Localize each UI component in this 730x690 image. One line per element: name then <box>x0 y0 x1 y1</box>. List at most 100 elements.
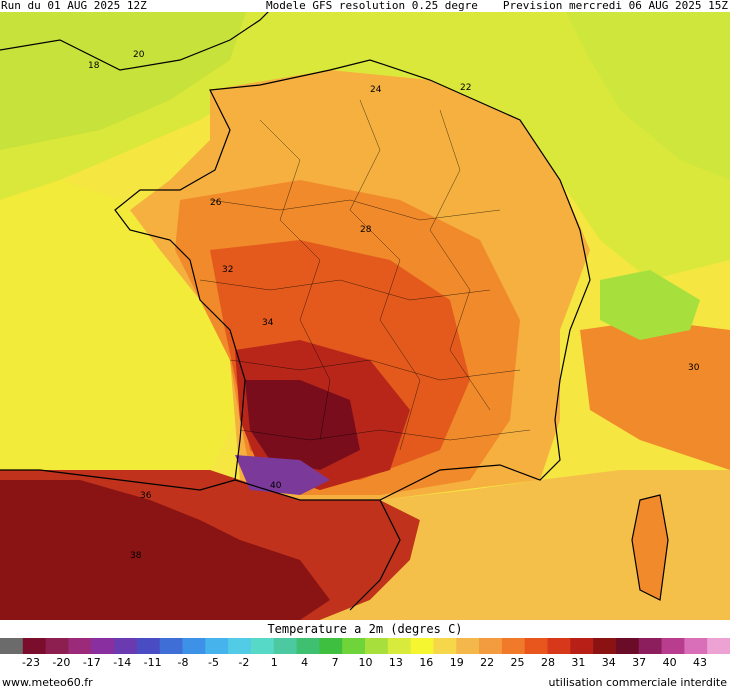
site-credit: www.meteo60.fr <box>2 676 93 689</box>
colorbar-tick-label: -11 <box>143 656 162 669</box>
forecast-label: Prevision mercredi 06 AUG 2025 15Z <box>502 0 728 12</box>
colorbar-swatch <box>433 638 457 654</box>
contour-label: 32 <box>222 265 233 275</box>
colorbar-swatch <box>273 638 298 654</box>
cool-zone-uk <box>0 0 250 150</box>
temperature-map: 18 20 22 24 26 28 30 32 34 36 38 40 <box>0 0 730 620</box>
border-line <box>349 99 421 451</box>
colorbar-swatch <box>342 638 366 654</box>
contour-label: 24 <box>370 85 382 95</box>
contour-label: 38 <box>130 551 142 561</box>
colorbar-swatch <box>410 638 434 654</box>
model-label: Modele GFS resolution 0.25 degre <box>266 0 478 12</box>
colorbar-tick-label: -5 <box>207 656 219 669</box>
border-line <box>429 109 491 411</box>
colorbar-swatch <box>250 638 275 654</box>
colorbar <box>0 638 730 654</box>
colorbar-tick-label: 19 <box>449 656 464 669</box>
italy-hot-zone <box>580 320 730 470</box>
corsica-outline <box>631 494 669 601</box>
contour-label: 28 <box>360 225 372 235</box>
colorbar-swatch <box>0 638 24 654</box>
peak-zone <box>245 380 360 470</box>
corsica <box>632 495 668 600</box>
colorbar-swatch <box>524 638 548 654</box>
spain-east-coast <box>349 499 401 611</box>
border-line <box>209 199 501 221</box>
colorbar-swatch <box>319 638 343 654</box>
colorbar-swatch <box>296 638 320 654</box>
colorbar-tick-label: 22 <box>480 656 495 669</box>
department-borders <box>199 99 531 451</box>
colorbar-swatch <box>456 638 480 654</box>
run-label: Run du 01 AUG 2025 12Z <box>1 0 147 12</box>
colorbar-swatch <box>684 638 708 654</box>
colorbar-swatch <box>136 638 161 654</box>
colorbar-tick-label: -14 <box>113 656 132 669</box>
colorbar-swatch <box>479 638 503 654</box>
spain-north-coast <box>0 469 236 491</box>
colorbar-swatch <box>159 638 183 654</box>
border-line <box>199 279 491 301</box>
contour-label: 36 <box>140 491 152 501</box>
border-line <box>229 359 521 381</box>
contour-label: 30 <box>688 363 700 373</box>
contour-label: 18 <box>88 61 100 71</box>
border-line <box>259 119 331 441</box>
colorbar-swatch <box>387 638 412 654</box>
colorbar-tick-label: 13 <box>388 656 403 669</box>
contour-labels: 18 20 22 24 26 28 30 32 34 36 38 40 <box>88 50 700 561</box>
colorbar-tick-label: -8 <box>177 656 189 669</box>
uk-south-coast <box>0 0 281 71</box>
colorbar-swatch <box>91 638 115 654</box>
colorbar-tick-label: 7 <box>331 656 339 669</box>
colorbar-tick-label: 31 <box>571 656 586 669</box>
colorbar-tick-label: 16 <box>419 656 434 669</box>
colorbar-swatch <box>593 638 617 654</box>
colorbar-tick-label: 37 <box>632 656 647 669</box>
colorbar-ticks: -23 -20 -17 -14 -11 -8 -5 -2 1 4 7 10 13 16 19 22 25 28 31… <box>0 656 730 674</box>
colorbar-tick-label: -23 <box>22 656 40 669</box>
iberia-peak-zone <box>0 480 330 620</box>
colorbar-swatch <box>22 638 47 654</box>
colorbar-swatch <box>707 638 730 654</box>
pyrenees-purple-zone <box>235 455 330 495</box>
colorbar-swatch <box>547 638 571 654</box>
colorbar-swatch <box>638 638 663 654</box>
colorbar-swatch <box>570 638 594 654</box>
coastlines <box>0 0 669 611</box>
cool-zone-northeast <box>560 0 730 180</box>
colorbar-swatch <box>68 638 92 654</box>
usage-notice: utilisation commerciale interdite <box>548 676 727 689</box>
colorbar-swatch <box>365 638 389 654</box>
colorbar-tick-label: -17 <box>82 656 101 669</box>
header-bar: Run du 01 AUG 2025 12Z Modele GFS resolu… <box>0 0 730 12</box>
contour-label: 22 <box>460 83 471 93</box>
colorbar-swatch <box>661 638 685 654</box>
colorbar-tick-label: 28 <box>540 656 555 669</box>
colorbar-swatch <box>182 638 206 654</box>
colorbar-tick-label: -20 <box>52 656 71 669</box>
colorbar-swatch <box>45 638 69 654</box>
atlantic-zone <box>0 180 235 470</box>
colorbar-tick-label: -2 <box>238 656 250 669</box>
france-outline <box>114 59 591 501</box>
colorbar-tick-label: 1 <box>270 656 278 669</box>
legend-title: Temperature a 2m (degres C) <box>267 622 463 636</box>
contour-label: 40 <box>270 481 282 491</box>
colorbar-swatch <box>205 638 229 654</box>
colorbar-swatch <box>615 638 640 654</box>
alps-cool-zone <box>600 270 700 340</box>
colorbar-swatch <box>114 638 138 654</box>
colorbar-tick-label: 25 <box>510 656 525 669</box>
colorbar-tick-label: 10 <box>358 656 373 669</box>
colorbar-tick-label: 4 <box>301 656 309 669</box>
colorbar-tick-label: 40 <box>662 656 677 669</box>
contour-label: 26 <box>210 198 222 208</box>
colorbar-tick-label: 34 <box>601 656 616 669</box>
colorbar-swatch <box>228 638 252 654</box>
contour-label: 34 <box>262 318 274 328</box>
colorbar-swatch <box>501 638 526 654</box>
mediterranean-zone <box>320 470 730 620</box>
contour-label: 20 <box>133 50 145 60</box>
